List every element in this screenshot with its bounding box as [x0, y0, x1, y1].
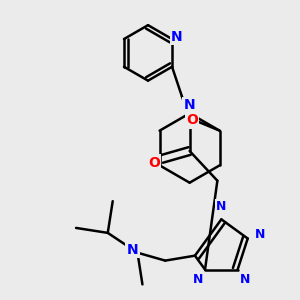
- Text: N: N: [254, 228, 265, 241]
- Text: O: O: [148, 156, 160, 170]
- Text: O: O: [186, 113, 198, 127]
- Text: N: N: [216, 200, 226, 213]
- Text: N: N: [193, 273, 203, 286]
- Text: N: N: [240, 273, 250, 286]
- Text: N: N: [127, 243, 138, 257]
- Text: N: N: [171, 30, 183, 44]
- Text: N: N: [184, 98, 195, 112]
